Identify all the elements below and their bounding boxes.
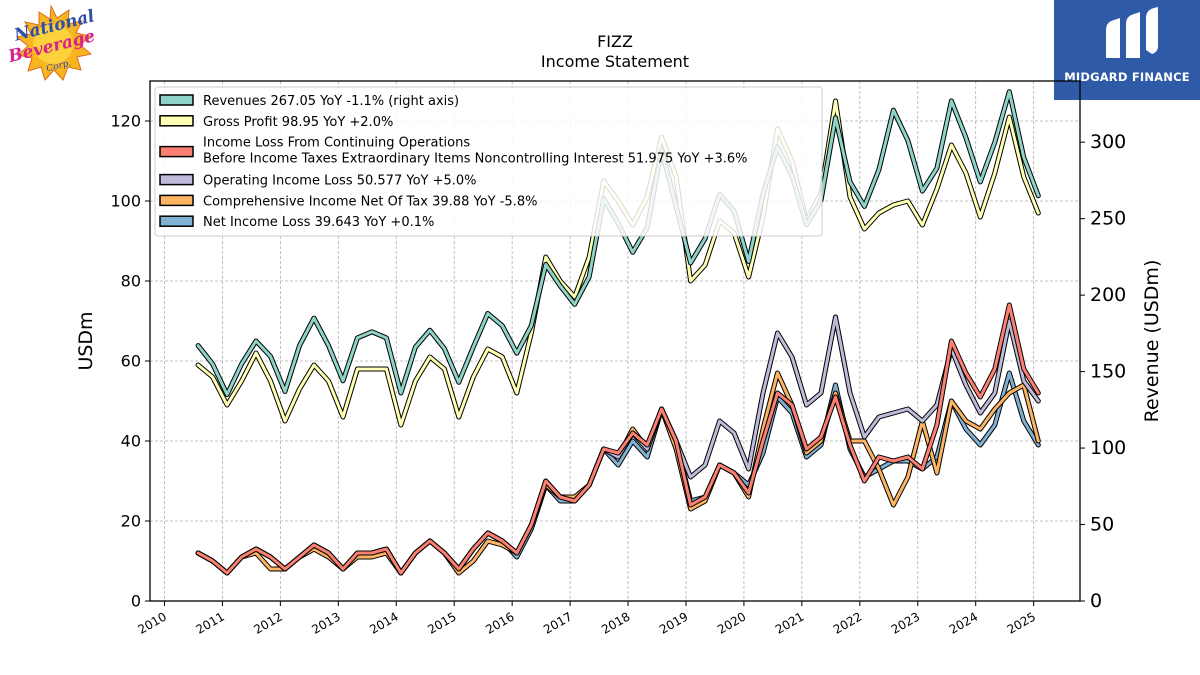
x-tick-label: 2010 <box>136 609 169 636</box>
y-axis-label-right: Revenue (USDm) <box>1141 260 1163 423</box>
series-lines <box>195 89 1041 576</box>
legend-swatch <box>159 215 194 227</box>
legend-label: Net Income Loss 39.643 YoY +0.1% <box>203 215 434 230</box>
y-tick-label-right: 100 <box>1090 437 1126 459</box>
legend-swatch <box>159 115 194 127</box>
net-income-loss-line <box>196 371 1040 575</box>
x-tick-label: 2019 <box>657 609 690 636</box>
legend-label: Comprehensive Income Net Of Tax 39.88 Yo… <box>203 194 537 209</box>
chart-title: FIZZ <box>597 32 633 51</box>
x-tick-label: 2012 <box>251 609 284 636</box>
y-tick-label-right: 50 <box>1090 514 1114 536</box>
axes: 2010 2011 2012 2013 2014 2015 2016 2017 2018 2019… <box>110 112 1126 637</box>
sunburst-icon <box>15 4 93 81</box>
y-tick-label-left: 20 <box>121 512 141 531</box>
midgard-finance-text: MIDGARD FINANCE <box>1064 70 1190 84</box>
x-tick-label: 2023 <box>889 609 922 636</box>
midgard-mark-icon <box>1106 7 1158 58</box>
y-tick-label-left: 100 <box>110 192 141 211</box>
comprehensive-income-net-of-tax-line <box>196 371 1040 575</box>
x-tick-label: 2014 <box>367 609 400 636</box>
y-tick-label-right: 150 <box>1090 361 1126 383</box>
y-tick-label-left: 60 <box>121 352 141 371</box>
legend-box <box>154 86 823 237</box>
x-tick-label: 2015 <box>425 609 458 636</box>
legend-label: Before Income Taxes Extraordinary Items … <box>203 152 748 167</box>
x-tick-label: 2020 <box>715 609 748 636</box>
legend-label: Operating Income Loss 50.577 YoY +5.0% <box>203 174 477 189</box>
income-loss-from-continuing-operations-before-income-taxes-extraordinary-items-noncontrolling-interest-outline <box>195 302 1041 576</box>
y-tick-label-left: 0 <box>131 592 141 611</box>
x-tick-label: 2018 <box>599 609 632 636</box>
x-tick-label: 2025 <box>1005 609 1038 636</box>
income-loss-from-continuing-operations-before-income-taxes-extraordinary-items-noncontrolling-interest-line <box>196 303 1040 575</box>
chart-subtitle: Income Statement <box>541 52 689 71</box>
y-tick-label-right: 300 <box>1090 131 1126 153</box>
y-tick-label-right: 250 <box>1090 208 1126 230</box>
y-tick-label-left: 80 <box>121 272 141 291</box>
legend-swatch <box>159 94 194 106</box>
y-tick-label-right: 200 <box>1090 284 1126 306</box>
comprehensive-income-net-of-tax-outline <box>195 370 1041 576</box>
x-tick-label: 2022 <box>831 609 864 636</box>
x-tick-label: 2011 <box>193 609 226 636</box>
y-axis-label-left: USDm <box>75 311 97 370</box>
x-tick-label: 2021 <box>773 609 806 636</box>
plot-frame <box>149 80 1081 602</box>
operating-income-loss-line <box>196 315 1040 575</box>
x-tick-label: 2013 <box>309 609 342 636</box>
national-beverage-logo: National Beverage Corp. <box>5 4 97 81</box>
y-tick-label-left: 40 <box>121 432 141 451</box>
legend-label: Gross Profit 98.95 YoY +2.0% <box>203 115 393 130</box>
y-tick-label-left: 120 <box>110 112 141 131</box>
y-tick-label-right: 0 <box>1090 590 1102 612</box>
legend: Revenues 267.05 YoY -1.1% (right axis) Gr… <box>154 86 823 237</box>
x-tick-label: 2024 <box>947 609 980 636</box>
legend-label: Revenues 267.05 YoY -1.1% (right axis) <box>203 94 459 109</box>
legend-label: Income Loss From Continuing Operations <box>203 136 470 151</box>
operating-income-loss-outline <box>195 314 1041 576</box>
midgard-finance-logo: MIDGARD FINANCE <box>1054 0 1200 100</box>
net-income-loss-outline <box>195 370 1041 576</box>
legend-swatch <box>159 173 194 186</box>
x-tick-label: 2017 <box>541 609 574 636</box>
legend-swatch <box>159 194 194 207</box>
x-tick-label: 2016 <box>483 609 516 636</box>
legend-swatch <box>159 145 194 158</box>
